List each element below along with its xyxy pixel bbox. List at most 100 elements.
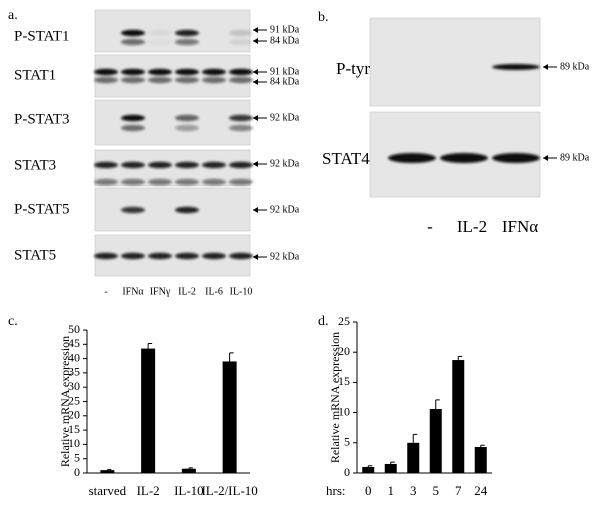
band [148, 161, 172, 169]
kda-label: 91 kDa [270, 66, 300, 77]
kda-label: 92 kDa [270, 158, 300, 169]
y-tick-label: 25 [338, 314, 350, 328]
lane-label: - [427, 217, 433, 236]
y-tick-label: 35 [68, 365, 80, 379]
bar [181, 468, 196, 473]
error-bar [435, 399, 440, 409]
kda-label: 89 kDa [560, 152, 590, 163]
band [202, 252, 226, 260]
band [175, 38, 199, 46]
band [121, 206, 145, 214]
band [175, 114, 199, 122]
bar [452, 360, 465, 473]
band [175, 76, 199, 84]
band [121, 38, 145, 46]
y-tick-label: 25 [68, 393, 80, 407]
x-tick-label: starved [89, 483, 127, 498]
error-bar [147, 342, 153, 349]
band [148, 29, 172, 37]
blot [94, 234, 251, 277]
band [121, 124, 145, 132]
lane-label: IL-10 [230, 286, 253, 297]
arrow-head [543, 64, 548, 70]
band [94, 178, 118, 186]
row-label: STAT4 [322, 149, 370, 168]
band [175, 252, 199, 260]
kda-label: 89 kDa [560, 61, 590, 72]
blot [369, 17, 541, 107]
x-tick-label: 1 [388, 483, 395, 498]
kda-label: 92 kDa [270, 204, 300, 215]
band [229, 124, 253, 132]
band [94, 76, 118, 84]
blot [94, 9, 251, 53]
x-axis-label: hrs: [326, 483, 346, 498]
arrow-head [253, 115, 258, 121]
arrow-head [253, 161, 258, 167]
band [148, 68, 172, 76]
band [121, 76, 145, 84]
row-label: P-STAT5 [14, 201, 69, 217]
bar [407, 442, 420, 473]
band [440, 153, 488, 163]
x-tick-label: IL-10 [174, 483, 204, 498]
y-tick-label: 45 [68, 336, 80, 350]
error-bar [457, 355, 463, 361]
band [94, 161, 118, 169]
panel-label: c. [8, 314, 18, 329]
band [202, 68, 226, 76]
bar [474, 447, 487, 473]
y-tick-label: 40 [68, 350, 80, 364]
y-tick-label: 0 [344, 465, 350, 479]
panel-label: a. [8, 8, 18, 23]
lane-label: IFNγ [150, 286, 171, 297]
band [492, 64, 540, 70]
bar [429, 408, 442, 473]
bar [384, 463, 397, 473]
error-bar [480, 444, 485, 448]
lane-label: IL-2 [178, 286, 196, 297]
band [121, 252, 145, 260]
kda-label: 92 kDa [270, 112, 300, 123]
blot [94, 187, 251, 232]
y-tick-label: 20 [68, 408, 80, 422]
blot [94, 149, 251, 187]
bar [100, 470, 115, 473]
error-bar [229, 352, 234, 362]
y-tick-label: 30 [68, 379, 80, 393]
kda-label: 84 kDa [270, 76, 300, 87]
arrow-head [253, 207, 258, 213]
row-label: P-tyr [336, 59, 370, 78]
y-tick-label: 10 [338, 404, 350, 418]
kda-label: 92 kDa [270, 251, 300, 262]
y-tick-label: 15 [338, 374, 350, 388]
band [148, 178, 172, 186]
band [202, 76, 226, 84]
blot [94, 99, 251, 146]
band [175, 68, 199, 76]
panel-label: d. [318, 314, 329, 329]
x-tick-label: IL-2 [137, 483, 160, 498]
bar [222, 361, 237, 473]
bar [362, 466, 375, 473]
band [202, 161, 226, 169]
lane-label: IL-2 [457, 217, 487, 236]
band [148, 252, 172, 260]
kda-label: 91 kDa [270, 24, 300, 35]
band [229, 68, 253, 76]
band [94, 68, 118, 76]
band [121, 161, 145, 169]
y-tick-label: 15 [68, 422, 80, 436]
bar [141, 348, 156, 473]
lane-label: - [104, 286, 107, 297]
error-bar [367, 465, 373, 467]
row-label: P-STAT3 [14, 111, 69, 127]
arrow-head [543, 155, 548, 161]
x-tick-label: 0 [365, 483, 372, 498]
x-tick-label: IL-2/IL-10 [201, 483, 257, 498]
band [121, 29, 145, 37]
band [175, 178, 199, 186]
x-tick-label: 7 [455, 483, 462, 498]
arrow-head [253, 79, 258, 85]
band [202, 178, 226, 186]
